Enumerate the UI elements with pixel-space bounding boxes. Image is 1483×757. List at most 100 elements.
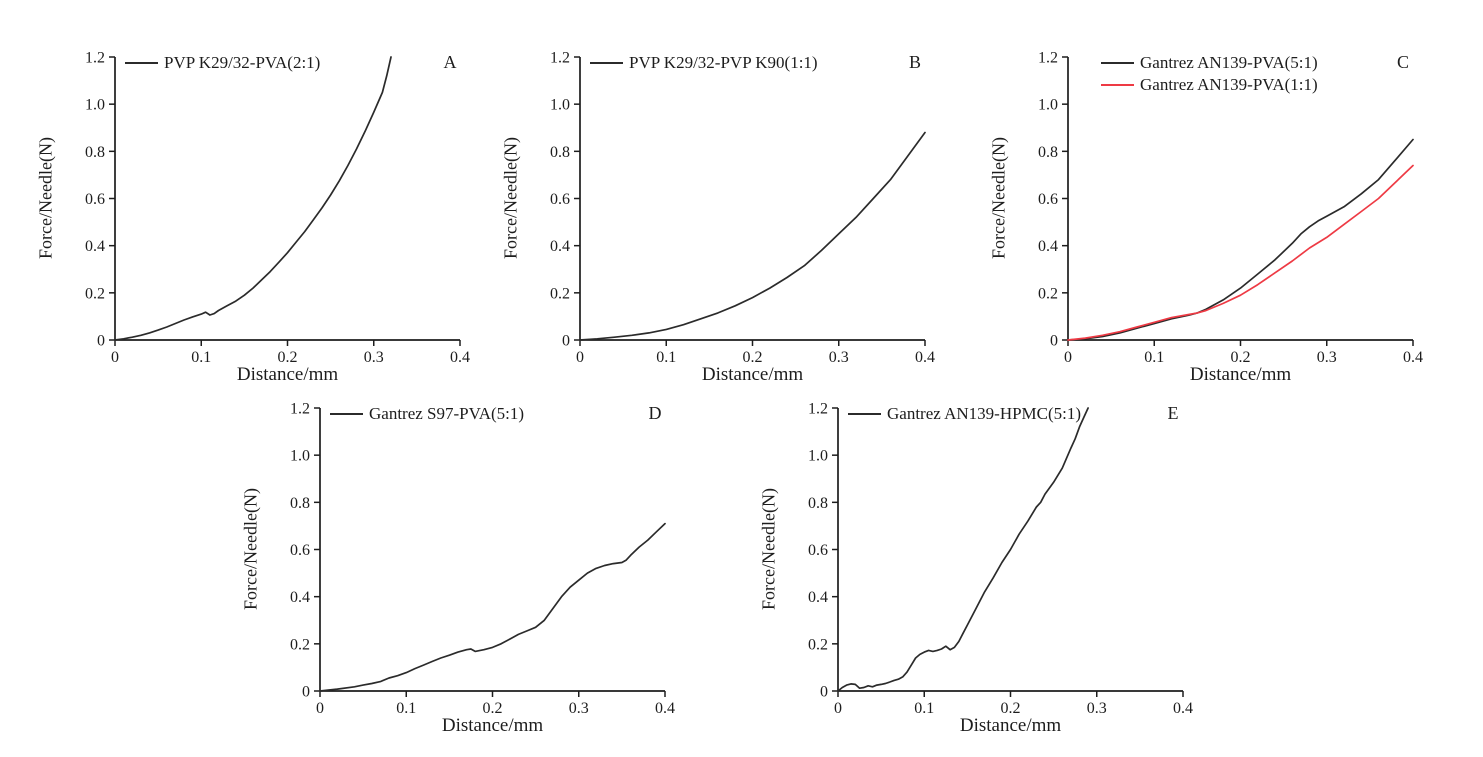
svg-text:1.0: 1.0 — [808, 448, 828, 465]
x-axis-label-c: Distance/mm — [1189, 364, 1292, 385]
svg-text:0.4: 0.4 — [85, 238, 105, 255]
svg-text:0.1: 0.1 — [396, 700, 416, 717]
panel-letter-b: B — [908, 52, 921, 72]
legend-row: Gantrez AN139-PVA(1:1) — [1101, 74, 1318, 96]
legend-row: Gantrez S97-PVA(5:1) — [330, 403, 524, 425]
svg-text:0: 0 — [302, 684, 310, 701]
svg-text:0.4: 0.4 — [290, 589, 310, 606]
svg-text:0.2: 0.2 — [1038, 285, 1058, 302]
legend-label: Gantrez AN139-HPMC(5:1) — [887, 404, 1082, 423]
svg-text:0: 0 — [1064, 349, 1072, 366]
panel-letter-d: D — [648, 403, 662, 423]
legend-line-swatch — [1101, 62, 1134, 64]
legend-line-swatch — [1101, 84, 1134, 86]
svg-text:0.6: 0.6 — [808, 542, 828, 559]
svg-text:0.8: 0.8 — [808, 495, 828, 512]
svg-text:0.4: 0.4 — [915, 349, 935, 366]
svg-text:0: 0 — [820, 684, 828, 701]
panel-letter-c: C — [1396, 52, 1409, 72]
svg-text:1.0: 1.0 — [85, 97, 105, 114]
svg-text:1.2: 1.2 — [290, 401, 310, 418]
chart-panel-c: Force/Needle(N) 0 0.2 0.4 0.6 0.8 1.0 1.2 0 0.1 0… — [983, 39, 1443, 399]
chart-panel-e: Force/Needle(N) 0 0.2 0.4 0.6 0.8 1.0 1.2 0 0.1 0… — [753, 390, 1213, 750]
svg-text:0.8: 0.8 — [85, 144, 105, 161]
svg-text:0.3: 0.3 — [1317, 349, 1337, 366]
x-axis-label-a: Distance/mm — [236, 364, 339, 385]
svg-text:0.3: 0.3 — [829, 349, 849, 366]
x-axis-label-b: Distance/mm — [701, 364, 804, 385]
svg-text:0.4: 0.4 — [1173, 700, 1193, 717]
svg-text:0.4: 0.4 — [450, 349, 470, 366]
svg-text:0.1: 0.1 — [191, 349, 211, 366]
svg-text:0.3: 0.3 — [364, 349, 384, 366]
plot-area-d: 0 0.2 0.4 0.6 0.8 1.0 1.2 0 0.1 0.2 0.3 0.4 — [290, 401, 675, 718]
svg-text:0: 0 — [316, 700, 324, 717]
svg-text:1.2: 1.2 — [1038, 50, 1058, 67]
legend-c: Gantrez AN139-PVA(5:1) Gantrez AN139-PVA… — [1101, 52, 1318, 96]
svg-text:0: 0 — [834, 700, 842, 717]
svg-text:0: 0 — [576, 349, 584, 366]
legend-label: Gantrez AN139-PVA(1:1) — [1140, 75, 1318, 94]
svg-text:0.1: 0.1 — [1144, 349, 1164, 366]
legend-row: PVP K29/32-PVA(2:1) — [125, 52, 320, 74]
legend-row: Gantrez AN139-HPMC(5:1) — [848, 403, 1081, 425]
x-axis-label-e: Distance/mm — [959, 715, 1062, 736]
legend-line-swatch — [330, 413, 363, 415]
svg-text:1.2: 1.2 — [808, 401, 828, 418]
svg-text:0: 0 — [562, 333, 570, 350]
svg-text:1.0: 1.0 — [550, 97, 570, 114]
panel-letter-e: E — [1167, 403, 1179, 423]
svg-text:0.1: 0.1 — [914, 700, 934, 717]
svg-text:0.8: 0.8 — [290, 495, 310, 512]
legend-line-swatch — [848, 413, 881, 415]
legend-d: Gantrez S97-PVA(5:1) — [330, 403, 524, 425]
svg-text:0.2: 0.2 — [550, 285, 570, 302]
svg-text:0: 0 — [97, 333, 105, 350]
svg-text:0.4: 0.4 — [550, 238, 570, 255]
svg-text:0.2: 0.2 — [1231, 349, 1251, 366]
plot-area-e: 0 0.2 0.4 0.6 0.8 1.0 1.2 0 0.1 0.2 0.3 0.4 — [808, 401, 1193, 718]
svg-text:0: 0 — [111, 349, 119, 366]
legend-row: PVP K29/32-PVP K90(1:1) — [590, 52, 818, 74]
svg-text:1.0: 1.0 — [1038, 97, 1058, 114]
svg-text:0.4: 0.4 — [1038, 238, 1058, 255]
svg-text:0.6: 0.6 — [85, 191, 105, 208]
svg-text:0.4: 0.4 — [655, 700, 675, 717]
legend-label: PVP K29/32-PVA(2:1) — [164, 53, 321, 72]
chart-panel-a: Force/Needle(N) 0 0.2 0.4 0.6 0.8 1.0 1.2 0 0.1 0… — [30, 39, 490, 399]
svg-text:0.2: 0.2 — [290, 636, 310, 653]
panel-letter-a: A — [443, 52, 457, 72]
legend-b: PVP K29/32-PVP K90(1:1) — [590, 52, 818, 74]
legend-line-swatch — [590, 62, 623, 64]
svg-text:0.2: 0.2 — [483, 700, 503, 717]
legend-a: PVP K29/32-PVA(2:1) — [125, 52, 320, 74]
svg-text:0.2: 0.2 — [85, 285, 105, 302]
svg-text:1.0: 1.0 — [290, 448, 310, 465]
svg-text:0.8: 0.8 — [550, 144, 570, 161]
svg-text:0.2: 0.2 — [743, 349, 763, 366]
svg-text:0.6: 0.6 — [550, 191, 570, 208]
svg-text:0.3: 0.3 — [569, 700, 589, 717]
legend-line-swatch — [125, 62, 158, 64]
legend-label: PVP K29/32-PVP K90(1:1) — [629, 53, 818, 72]
svg-text:0.4: 0.4 — [1403, 349, 1423, 366]
x-axis-label-d: Distance/mm — [441, 715, 544, 736]
svg-text:0: 0 — [1050, 333, 1058, 350]
legend-e: Gantrez AN139-HPMC(5:1) — [848, 403, 1081, 425]
svg-text:0.1: 0.1 — [656, 349, 676, 366]
plot-area-c: 0 0.2 0.4 0.6 0.8 1.0 1.2 0 0.1 0.2 0.3 0.4 — [1038, 50, 1423, 367]
svg-text:1.2: 1.2 — [85, 50, 105, 67]
plot-area-b: 0 0.2 0.4 0.6 0.8 1.0 1.2 0 0.1 0.2 0.3 0.4 — [550, 50, 935, 367]
svg-text:0.8: 0.8 — [1038, 144, 1058, 161]
svg-text:1.2: 1.2 — [550, 50, 570, 67]
svg-text:0.4: 0.4 — [808, 589, 828, 606]
chart-panel-d: Force/Needle(N) 0 0.2 0.4 0.6 0.8 1.0 1.2 0 0.1 0… — [235, 390, 695, 750]
svg-text:0.2: 0.2 — [808, 636, 828, 653]
plot-area-a: 0 0.2 0.4 0.6 0.8 1.0 1.2 0 0.1 0.2 0.3 0.4 — [85, 50, 470, 367]
svg-text:0.6: 0.6 — [290, 542, 310, 559]
legend-label: Gantrez S97-PVA(5:1) — [369, 404, 525, 423]
legend-row: Gantrez AN139-PVA(5:1) — [1101, 52, 1318, 74]
svg-text:0.3: 0.3 — [1087, 700, 1107, 717]
chart-panel-b: Force/Needle(N) 0 0.2 0.4 0.6 0.8 1.0 1.2 0 0.1 0… — [495, 39, 955, 399]
